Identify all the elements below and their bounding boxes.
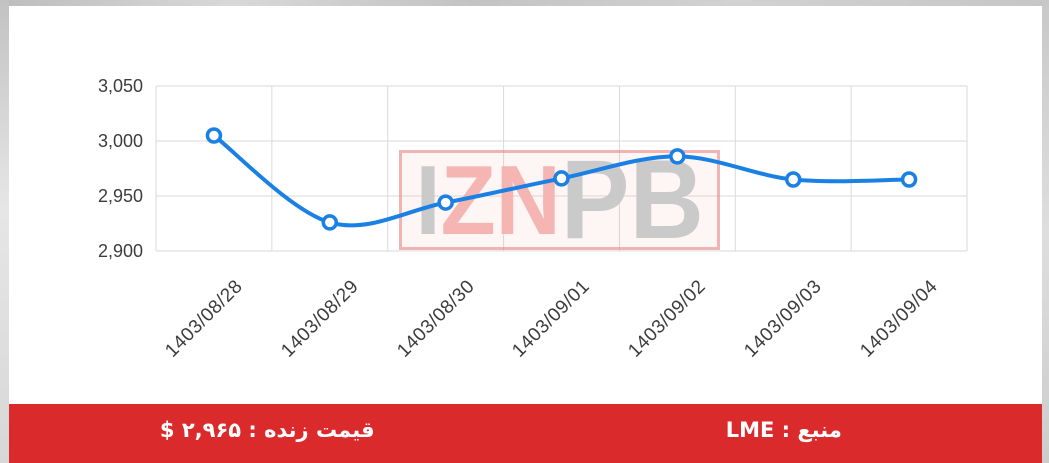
price-line-layer <box>205 127 918 231</box>
data-point[interactable] <box>900 171 918 188</box>
y-axis-label: 3,050 <box>97 76 143 96</box>
y-axis-label: 3,000 <box>97 131 143 151</box>
watermark-letter: N <box>495 144 561 255</box>
live-price-label: قیمت زنده : ۲,۹۶۵ $ <box>159 417 375 442</box>
data-point[interactable] <box>321 214 339 231</box>
source-label: منبع : LME <box>725 417 842 442</box>
y-axis-label: 2,900 <box>97 241 143 261</box>
data-point[interactable] <box>205 127 223 144</box>
data-point[interactable] <box>669 148 686 165</box>
footer-bar: قیمت زنده : ۲,۹۶۵ $ منبع : LME <box>9 404 1042 463</box>
frame-shadow-right <box>1042 0 1049 463</box>
data-point[interactable] <box>553 170 570 187</box>
watermark-letter: I <box>415 144 441 255</box>
y-axis-label: 2,950 <box>97 186 143 206</box>
watermark-letter: B <box>629 137 704 263</box>
watermark-letter: P <box>560 137 630 263</box>
data-point[interactable] <box>784 171 802 188</box>
frame-shadow-left <box>0 0 9 463</box>
data-point[interactable] <box>437 194 454 211</box>
frame-shadow-top <box>0 0 1049 6</box>
